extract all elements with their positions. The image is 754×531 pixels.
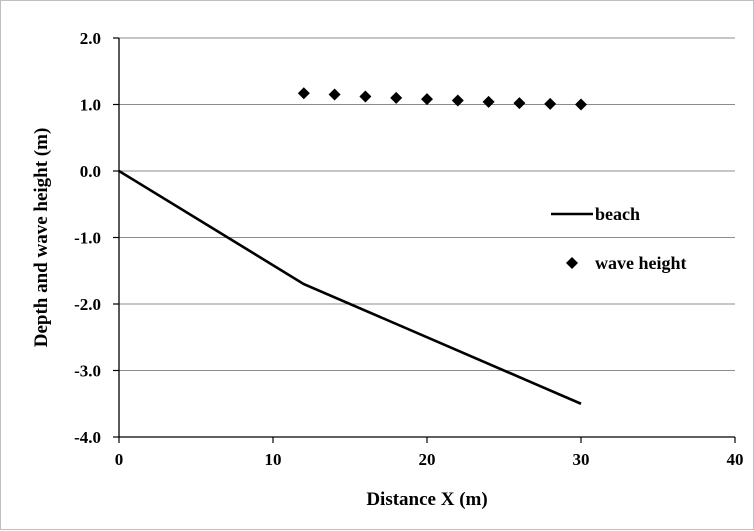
x-tick-labels: 0 10 20 30 40: [115, 450, 744, 469]
x-axis-label: Distance X (m): [366, 489, 487, 510]
series-line-beach: [118, 169, 582, 405]
data-point-diamond: [421, 93, 433, 106]
y-tick-label: 2.0: [80, 29, 101, 48]
data-point-diamond: [451, 94, 464, 107]
data-point-diamond: [390, 91, 403, 104]
y-tick-label: -1.0: [74, 229, 101, 248]
y-axis-label: Depth and wave height (m): [31, 128, 52, 348]
gridlines: [119, 37, 735, 371]
y-tick-label: -4.0: [74, 428, 101, 447]
y-tick-label: -2.0: [74, 295, 101, 314]
x-tick-label: 0: [115, 450, 124, 469]
x-tick-label: 30: [573, 450, 590, 469]
x-tick-label: 10: [265, 450, 282, 469]
plot-series: [118, 87, 587, 405]
y-tick-label: 1.0: [80, 96, 101, 115]
axes: [113, 37, 736, 443]
legend-label: wave height: [595, 253, 687, 273]
data-point-diamond: [482, 95, 495, 108]
x-tick-label: 20: [419, 450, 436, 469]
legend-symbol-diamond: [566, 257, 578, 269]
data-point-diamond: [359, 90, 372, 103]
y-tick-label: -3.0: [74, 362, 101, 381]
legend: beach wave height: [551, 204, 687, 273]
y-tick-label: 0.0: [80, 162, 101, 181]
data-point-diamond: [328, 88, 341, 101]
x-tick-label: 40: [727, 450, 744, 469]
legend-label: beach: [595, 204, 640, 224]
data-point-diamond: [513, 97, 526, 110]
data-point-diamond: [297, 87, 310, 100]
data-point-diamond: [575, 98, 587, 111]
data-point-diamond: [544, 97, 557, 110]
y-tick-labels: 2.0 1.0 0.0 -1.0 -2.0 -3.0 -4.0: [74, 29, 101, 447]
